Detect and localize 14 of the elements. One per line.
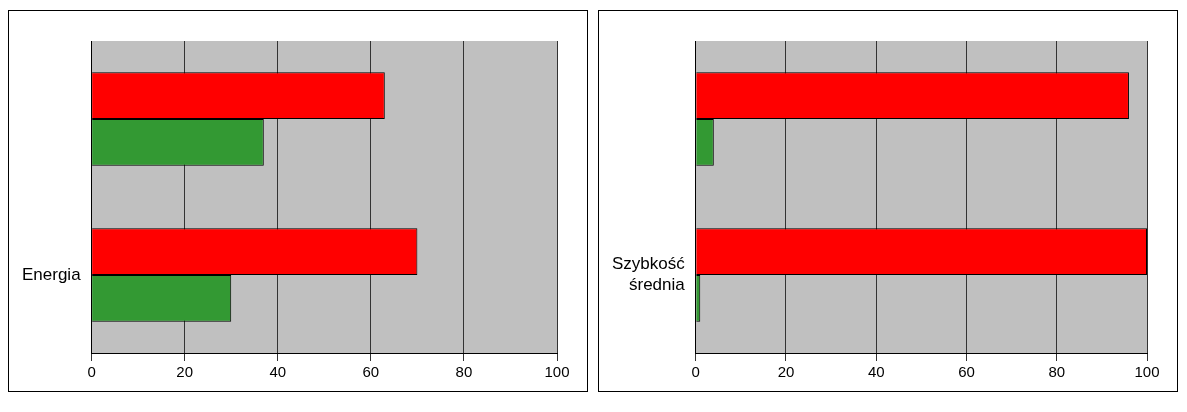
x-tick-label: 100 <box>544 363 570 381</box>
x-tick-label: 20 <box>777 363 795 381</box>
x-tick-label: 60 <box>958 363 975 381</box>
x-tick-label: 40 <box>269 363 287 381</box>
x-tick-label: 0 <box>87 363 96 381</box>
y-tick-label: Energia <box>21 264 82 284</box>
x-tick-label: 80 <box>1048 363 1066 381</box>
y-tick-label: Szybkość średnia <box>612 254 686 294</box>
x-tick-label: 80 <box>455 363 473 381</box>
x-tick-label: 0 <box>691 363 700 381</box>
x-tick-label: 60 <box>362 363 380 381</box>
x-tick-label: 20 <box>176 363 194 381</box>
x-tick-label: 40 <box>867 363 885 381</box>
x-tick-label: 100 <box>1134 363 1160 381</box>
